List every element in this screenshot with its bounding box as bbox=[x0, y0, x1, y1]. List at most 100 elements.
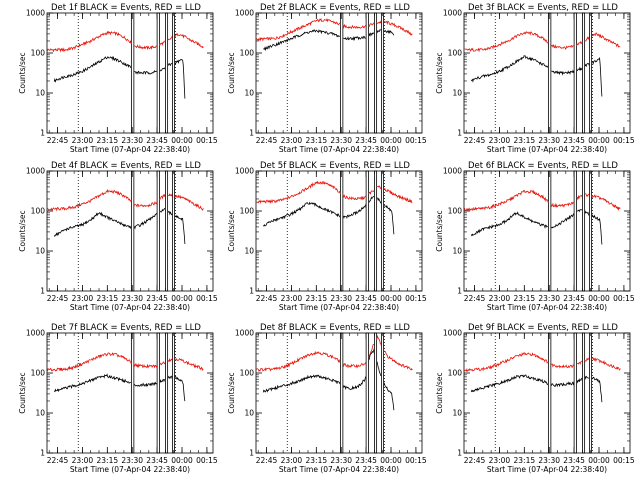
panel-det-1: Det 1f BLACK = Events, RED = LLD 1 10 100 10… bbox=[18, 3, 218, 154]
y-tick-label: 10 bbox=[452, 89, 462, 98]
y-axis-label: Counts/sec bbox=[227, 372, 236, 413]
panel-title: Det 6f BLACK = Events, RED = LLD bbox=[468, 161, 618, 171]
x-tick-label: 23:00 bbox=[281, 294, 303, 303]
x-tick-label: 22:45 bbox=[47, 294, 69, 303]
data-gap-box bbox=[156, 332, 161, 454]
x-axis-label: Start Time (07-Apr-04 22:38:40) bbox=[70, 303, 190, 312]
x-tick-label: 22:45 bbox=[47, 456, 69, 465]
y-tick-label: 1000 bbox=[235, 329, 254, 338]
x-tick-label: 00:15 bbox=[613, 136, 635, 145]
y-axis-label: Counts/sec bbox=[435, 210, 444, 251]
x-tick-label: 23:45 bbox=[146, 456, 168, 465]
x-tick-label: 00:00 bbox=[588, 456, 610, 465]
x-tick-label: 00:00 bbox=[588, 294, 610, 303]
plot-frame bbox=[46, 12, 214, 134]
panel-title: Det 5f BLACK = Events, RED = LLD bbox=[260, 161, 410, 171]
series-events-line bbox=[262, 195, 395, 235]
plot-frame bbox=[463, 170, 631, 292]
y-axis-label: Counts/sec bbox=[435, 52, 444, 93]
data-gap-box bbox=[381, 332, 384, 454]
plot-frame bbox=[46, 332, 214, 454]
data-gap-box bbox=[547, 12, 552, 134]
x-tick-label: 23:45 bbox=[146, 294, 168, 303]
y-tick-label: 100 bbox=[240, 207, 255, 216]
data-gap-box bbox=[374, 170, 378, 292]
y-axis-label: Counts/sec bbox=[18, 210, 27, 251]
series-events-line bbox=[470, 374, 603, 403]
y-tick-label: 100 bbox=[448, 369, 463, 378]
series-events-line bbox=[470, 209, 603, 245]
series-lld-line bbox=[464, 352, 621, 373]
data-gap-box bbox=[172, 12, 175, 134]
panel-title: Det 9f BLACK = Events, RED = LLD bbox=[468, 323, 618, 333]
series-events-line bbox=[470, 55, 603, 97]
data-gap-box bbox=[365, 332, 370, 454]
panel-det-4: Det 4f BLACK = Events, RED = LLD 1 10 100 10… bbox=[18, 161, 218, 312]
data-gap-box bbox=[589, 170, 592, 292]
panel-title: Det 3f BLACK = Events, RED = LLD bbox=[468, 3, 618, 13]
x-tick-label: 23:30 bbox=[330, 294, 352, 303]
x-tick-label: 23:45 bbox=[355, 294, 377, 303]
data-gap-box bbox=[172, 170, 175, 292]
x-tick-label: 00:15 bbox=[405, 294, 427, 303]
panel-title: Det 1f BLACK = Events, RED = LLD bbox=[51, 3, 201, 13]
data-gap-box bbox=[573, 12, 578, 134]
y-tick-label: 100 bbox=[31, 207, 46, 216]
data-gap-box bbox=[589, 12, 592, 134]
panel-title: Det 4f BLACK = Events, RED = LLD bbox=[51, 161, 201, 171]
data-gap-box bbox=[573, 170, 578, 292]
x-tick-label: 23:30 bbox=[538, 456, 560, 465]
y-tick-label: 1 bbox=[249, 449, 254, 458]
x-tick-label: 22:45 bbox=[464, 136, 486, 145]
y-tick-label: 1 bbox=[457, 129, 462, 138]
series-lld-line bbox=[47, 30, 204, 53]
panel-det-7: Det 7f BLACK = Events, RED = LLD 1 10 100 10… bbox=[18, 323, 218, 474]
y-tick-label: 10 bbox=[244, 409, 254, 418]
x-tick-label: 23:30 bbox=[330, 136, 352, 145]
data-gap-box bbox=[339, 12, 344, 134]
plot-frame bbox=[463, 12, 631, 134]
x-tick-label: 23:30 bbox=[330, 456, 352, 465]
panel-det-9: Det 9f BLACK = Events, RED = LLD 1 10 100 10… bbox=[435, 323, 635, 474]
x-tick-label: 00:15 bbox=[613, 456, 635, 465]
data-gap-box bbox=[156, 12, 161, 134]
y-tick-label: 1000 bbox=[26, 9, 45, 18]
x-tick-label: 00:00 bbox=[171, 456, 193, 465]
x-tick-label: 23:30 bbox=[121, 294, 143, 303]
x-axis-label: Start Time (07-Apr-04 22:38:40) bbox=[70, 145, 190, 154]
x-tick-label: 23:00 bbox=[72, 136, 94, 145]
y-tick-label: 1 bbox=[249, 129, 254, 138]
data-gap-box bbox=[573, 332, 578, 454]
y-tick-label: 1 bbox=[40, 449, 45, 458]
data-gap-box bbox=[339, 332, 344, 454]
y-tick-label: 10 bbox=[35, 89, 45, 98]
x-axis-label: Start Time (07-Apr-04 22:38:40) bbox=[279, 465, 399, 474]
y-tick-label: 100 bbox=[31, 49, 46, 58]
x-tick-label: 23:45 bbox=[355, 456, 377, 465]
x-tick-label: 00:15 bbox=[196, 294, 218, 303]
data-gap-box bbox=[365, 170, 370, 292]
x-tick-label: 23:15 bbox=[514, 136, 536, 145]
data-gap-box bbox=[165, 170, 169, 292]
x-axis-label: Start Time (07-Apr-04 22:38:40) bbox=[487, 465, 607, 474]
panel-title: Det 2f BLACK = Events, RED = LLD bbox=[260, 3, 410, 13]
x-tick-label: 23:45 bbox=[563, 456, 585, 465]
x-tick-label: 23:15 bbox=[97, 136, 119, 145]
panel-det-6: Det 6f BLACK = Events, RED = LLD 1 10 100 10… bbox=[435, 161, 635, 312]
series-lld-line bbox=[464, 189, 621, 211]
data-gap-box bbox=[156, 170, 161, 292]
x-tick-label: 23:00 bbox=[489, 456, 511, 465]
series-events-line bbox=[53, 373, 186, 402]
x-tick-label: 00:15 bbox=[196, 456, 218, 465]
x-tick-label: 23:15 bbox=[306, 136, 328, 145]
y-tick-label: 100 bbox=[31, 369, 46, 378]
panel-det-8: Det 8f BLACK = Events, RED = LLD 1 10 100 10… bbox=[227, 323, 427, 474]
plot-frame bbox=[255, 170, 423, 292]
data-gap-box bbox=[339, 170, 344, 292]
x-tick-label: 22:45 bbox=[256, 294, 278, 303]
data-gap-box bbox=[374, 12, 378, 134]
x-tick-label: 22:45 bbox=[464, 294, 486, 303]
data-gap-box bbox=[547, 332, 552, 454]
data-gap-box bbox=[582, 12, 586, 134]
x-tick-label: 23:00 bbox=[489, 136, 511, 145]
